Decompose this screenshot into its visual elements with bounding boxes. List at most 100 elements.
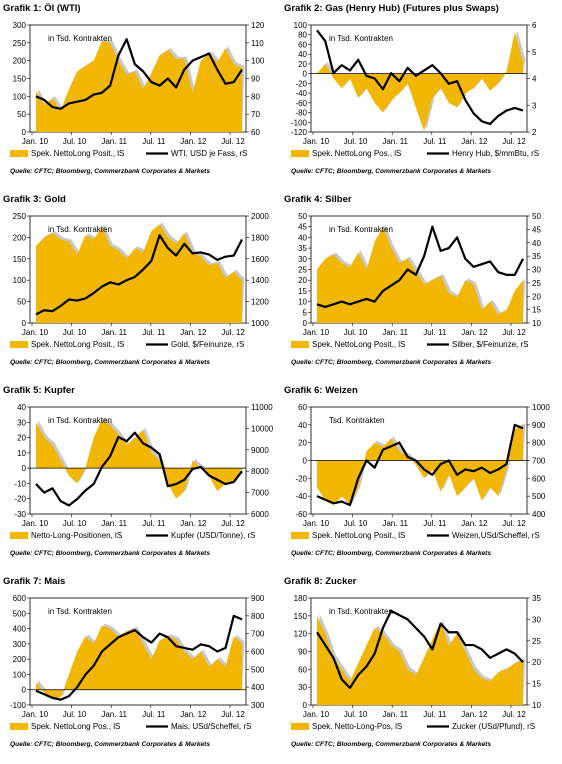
chart-title-text: Öl (WTI): [44, 3, 80, 14]
ytick-left-label: 0: [22, 464, 27, 473]
ytick-left-label: -30: [14, 510, 26, 519]
ytick-left-label: 300: [13, 21, 27, 30]
ytick-left-label: 20: [17, 434, 26, 443]
xtick-label: Jul. 10: [63, 519, 87, 528]
xtick-label: Jul. 10: [63, 137, 87, 146]
ytick-left-label: 250: [13, 212, 27, 221]
chart-title: Grafik 4: Silber: [284, 194, 352, 205]
chart-title-prefix: Grafik 3:: [3, 194, 44, 205]
ytick-left-label: -120: [291, 128, 308, 137]
ytick-right-label: 10000: [251, 424, 274, 433]
chart-title: Grafik 3: Gold: [3, 194, 66, 205]
legend-swatch-area: [291, 723, 309, 730]
chart-panel-2: Grafik 2: Gas (Henry Hub) (Futures plus …: [281, 0, 562, 191]
chart-title-text: Silber: [325, 194, 352, 205]
ytick-left-label: 500: [13, 609, 27, 618]
ytick-left-label: 0: [303, 70, 308, 79]
ytick-left-label: 100: [13, 670, 27, 679]
ytick-left-label: 0: [303, 457, 308, 466]
ytick-right-label: 15: [532, 306, 541, 315]
ytick-right-label: 25: [532, 279, 541, 288]
chart-panel-7: Grafik 7: Mais -100 0 100 200 300 400 500 600 300…: [0, 573, 281, 764]
ytick-left-label: 20: [298, 276, 307, 285]
chart-title-prefix: Grafik 4:: [284, 194, 325, 205]
xtick-label: Jan. 12: [180, 710, 207, 719]
inner-unit-label: in Tsd. Kontrakten: [48, 225, 112, 234]
xtick-label: Jan. 10: [22, 710, 49, 719]
xtick-label: Jul. 12: [502, 519, 526, 528]
ytick-left-label: 200: [13, 57, 27, 66]
xtick-label: Jan. 10: [303, 137, 330, 146]
legend-label-line: Mais, USd/Scheffel, rS: [171, 722, 251, 731]
ytick-left-label: 35: [298, 244, 307, 253]
ytick-right-label: 15: [532, 680, 541, 689]
chart-svg: Grafik 2: Gas (Henry Hub) (Futures plus …: [284, 3, 539, 175]
chart-panel-1: Grafik 1: Öl (WTI) 0 50 100 150 200 250 300 60 70…: [0, 0, 281, 191]
ytick-right-label: 1200: [251, 298, 269, 307]
chart-panel-6: Grafik 6: Weizen -60 -40 -20 0 20 40 60 400 500 60…: [281, 382, 562, 573]
xtick-label: Jan. 11: [101, 519, 127, 528]
series-area-netto-long: [317, 615, 523, 705]
xtick-label: Jan. 12: [180, 137, 207, 146]
chart-title-text: Gas (Henry Hub) (Futures plus Swaps): [325, 3, 499, 14]
ytick-left-label: -20: [295, 79, 307, 88]
chart-svg: Grafik 1: Öl (WTI) 0 50 100 150 200 250 300 60 70…: [3, 3, 265, 175]
chart-title-text: Kupfer: [44, 385, 75, 396]
legend-swatch-area: [291, 150, 309, 157]
legend-label-line: Kupfer (USD/Tonne), rS: [171, 531, 255, 540]
series-line-price: [316, 29, 524, 126]
source-note: Quelle: CFTC; Bloomberg, Commerzbank Cor…: [10, 168, 210, 175]
ytick-right-label: 500: [532, 492, 546, 501]
xtick-label: Jul. 10: [344, 328, 368, 337]
series-line-price: [35, 431, 243, 507]
ytick-left-label: -40: [295, 492, 307, 501]
ytick-left-label: 50: [17, 298, 26, 307]
chart-title: Grafik 1: Öl (WTI): [3, 3, 81, 14]
legend-label-line: Gold, $/Feinunze, rS: [171, 340, 244, 349]
ytick-left-label: -10: [14, 479, 26, 488]
ytick-right-label: 30: [532, 615, 541, 624]
chart-title-prefix: Grafik 6:: [284, 385, 325, 396]
xtick-label: Jan. 12: [180, 519, 207, 528]
series-line-price: [35, 614, 243, 701]
ytick-right-label: 7000: [251, 489, 269, 498]
ytick-left-label: 15: [298, 287, 307, 296]
ytick-left-label: 150: [13, 255, 27, 264]
chart-svg: Grafik 8: Zucker 0 30 60 90 120 150 180 10 15 20 25…: [284, 576, 541, 748]
ytick-right-label: 10: [532, 319, 541, 328]
xtick-label: Jul. 11: [142, 519, 166, 528]
series-line-price: [35, 38, 243, 110]
legend-swatch-area: [10, 341, 28, 348]
ytick-left-label: 20: [298, 60, 307, 69]
chart-title: Grafik 8: Zucker: [284, 576, 357, 587]
xtick-label: Jul. 12: [502, 137, 526, 146]
xtick-label: Jan. 12: [461, 137, 488, 146]
legend-label-line: Henry Hub, $/mmBtu, rS: [452, 149, 539, 158]
ytick-right-label: 50: [532, 212, 541, 221]
ytick-right-label: 1400: [251, 276, 269, 285]
ytick-left-label: -20: [14, 495, 26, 504]
ytick-left-label: 0: [303, 319, 308, 328]
xtick-label: Jul. 11: [423, 328, 447, 337]
ytick-left-label: 10: [298, 298, 307, 307]
chart-svg: Grafik 7: Mais -100 0 100 200 300 400 500 600 300…: [3, 576, 265, 748]
legend-swatch-area: [10, 723, 28, 730]
series-area-netto-long: [36, 41, 242, 132]
xtick-label: Jan. 10: [22, 137, 49, 146]
ytick-left-label: 0: [303, 701, 308, 710]
chart-svg: Grafik 3: Gold 0 50 100 150 200 250 1000 1200 140…: [3, 194, 269, 366]
xtick-label: Jan. 11: [382, 328, 408, 337]
xtick-label: Jul. 12: [502, 710, 526, 719]
chart-title-prefix: Grafik 2:: [284, 3, 325, 14]
ytick-left-label: 50: [298, 212, 307, 221]
source-note: Quelle: CFTC; Bloomberg, Commerzbank Cor…: [291, 550, 491, 557]
ytick-left-label: 30: [298, 255, 307, 264]
chart-title-text: Weizen: [325, 385, 358, 396]
chart-title-text: Zucker: [325, 576, 356, 587]
ytick-right-label: 35: [532, 252, 541, 261]
ytick-left-label: -100: [10, 701, 27, 710]
ytick-right-label: 400: [251, 683, 265, 692]
ytick-left-label: 200: [13, 233, 27, 242]
xtick-label: Jul. 11: [423, 137, 447, 146]
